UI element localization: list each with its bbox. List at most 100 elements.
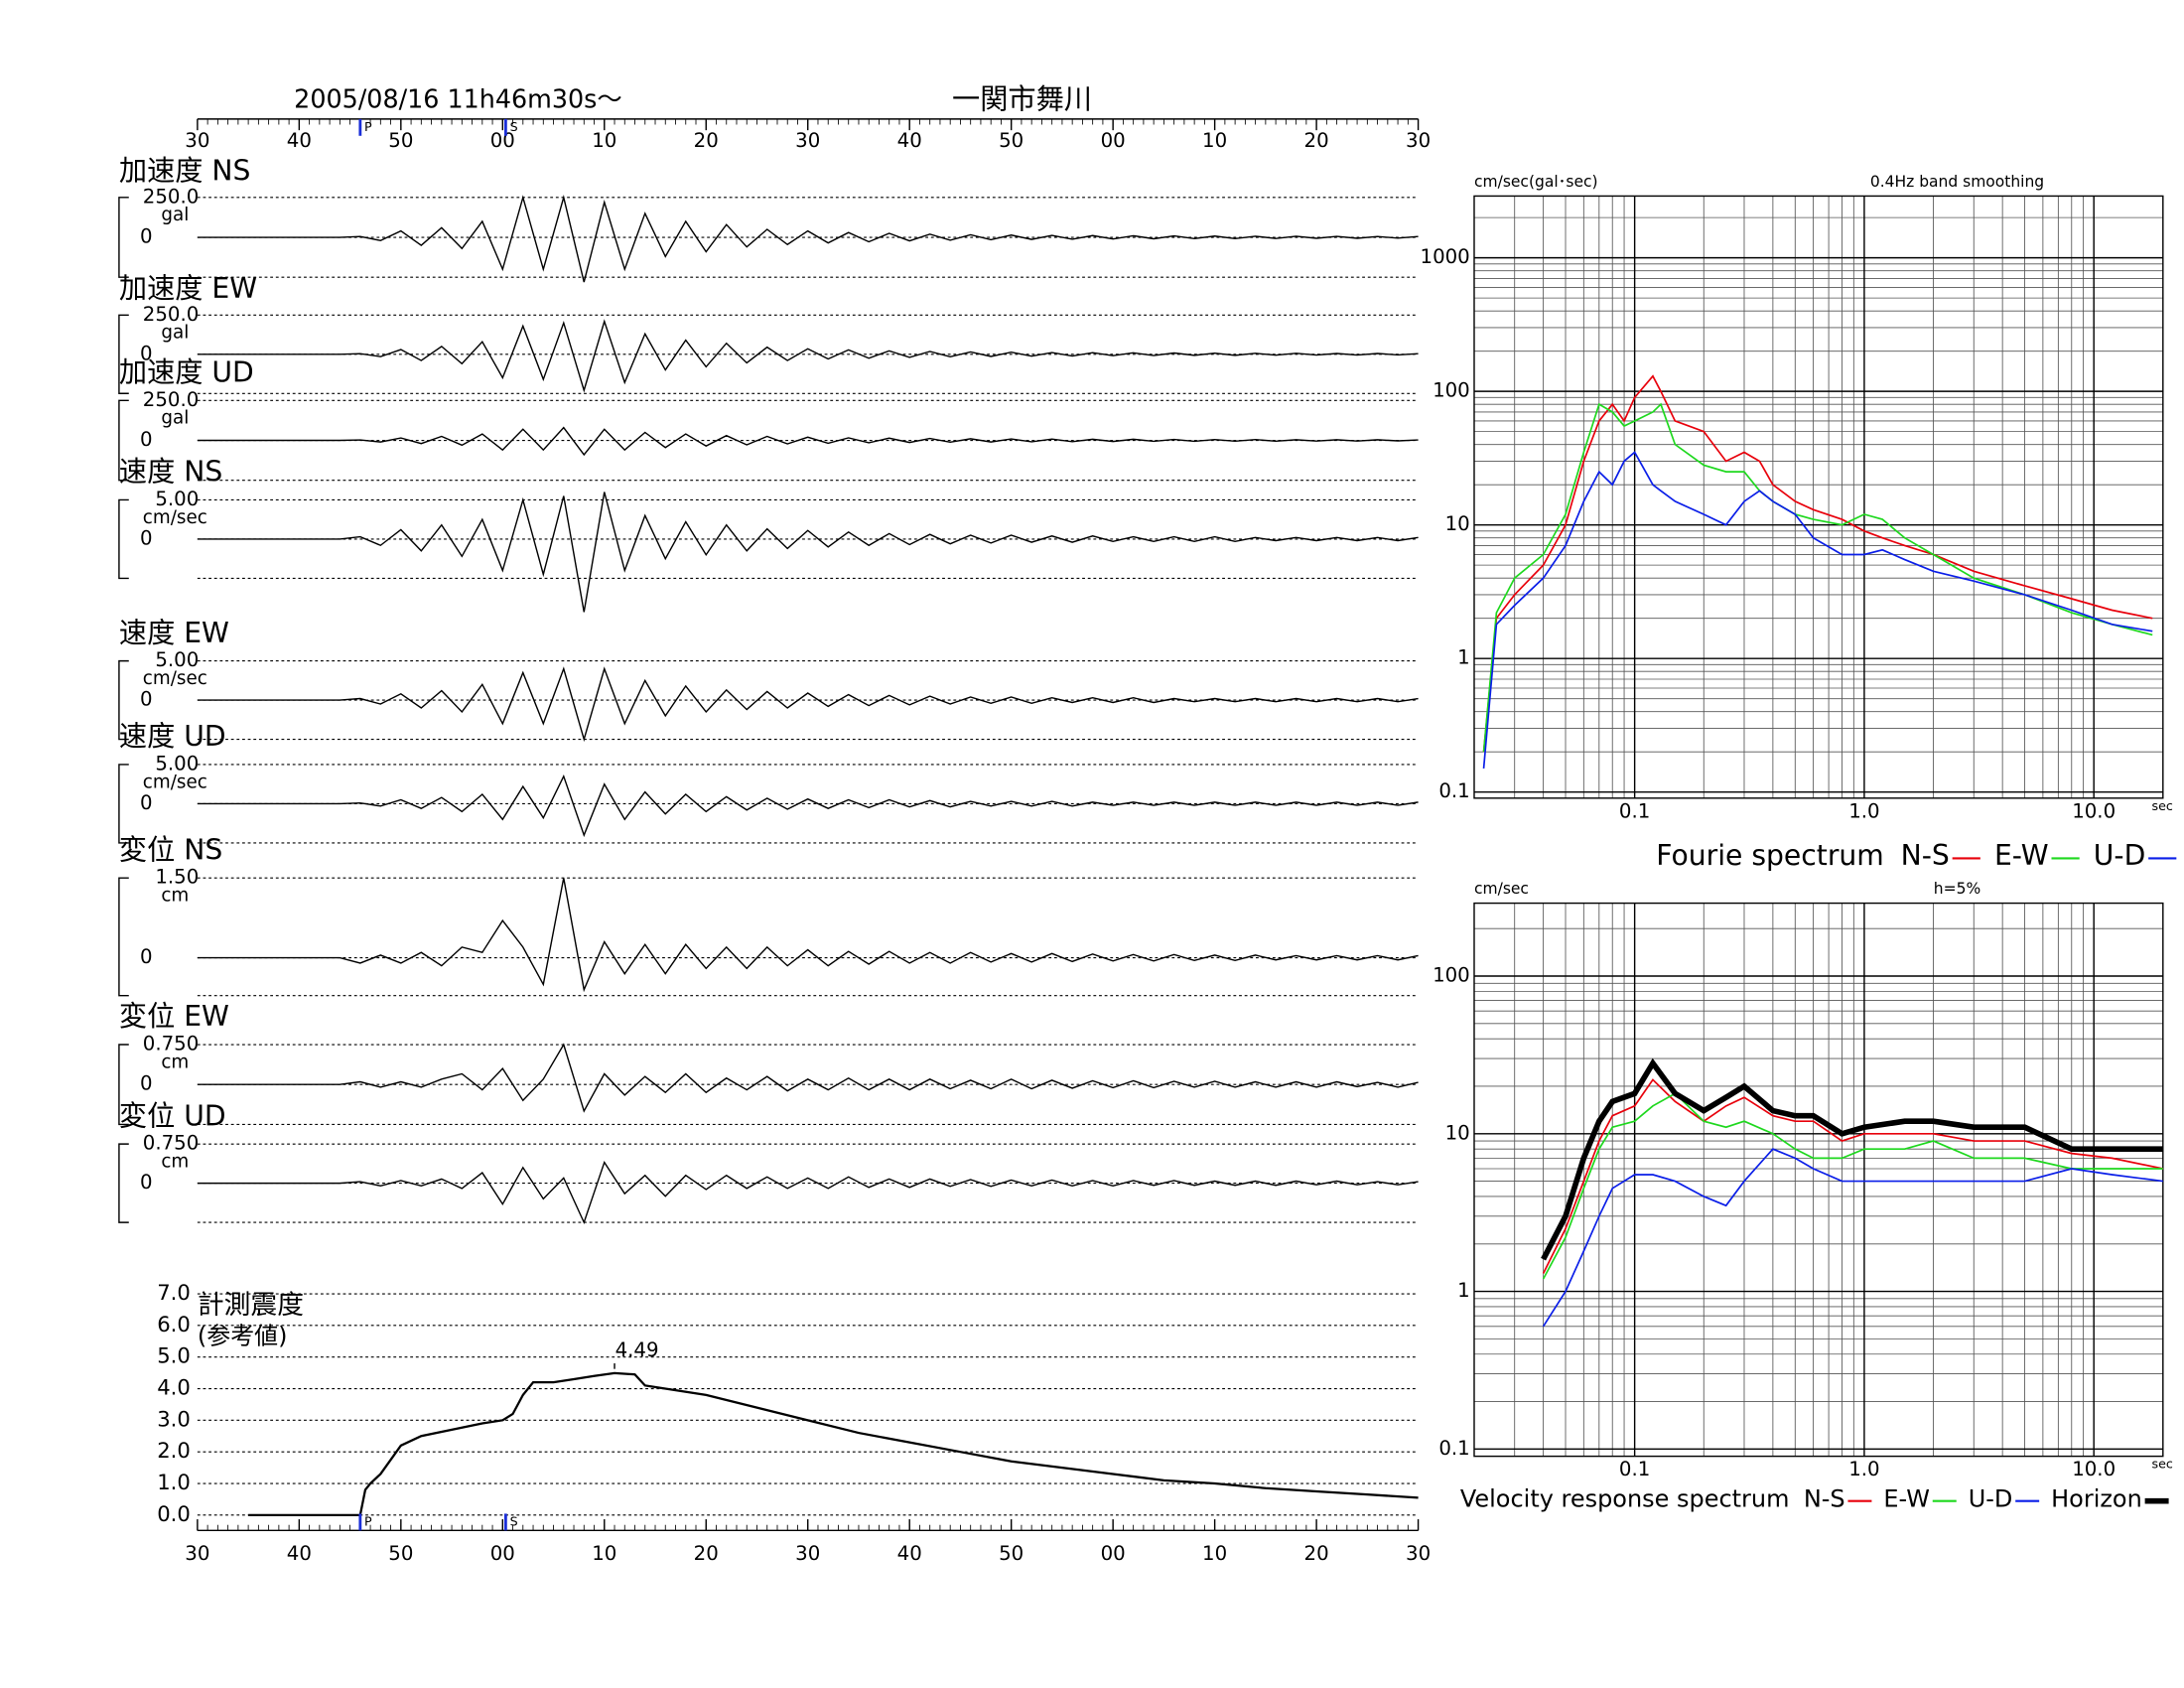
spectrum-line <box>1482 402 2153 753</box>
note: h=5% <box>1934 880 1980 898</box>
phase-label: S <box>510 1513 518 1528</box>
time-tick-label: 30 <box>1406 1542 1431 1565</box>
y-tick-label: 1.0 <box>157 1470 191 1494</box>
waveform <box>197 666 1419 743</box>
legend-label: U-D <box>2094 839 2146 872</box>
waveform <box>197 1043 1419 1113</box>
time-tick-label: 50 <box>388 1542 413 1565</box>
legend-label: Horizon <box>2051 1484 2142 1512</box>
unit-label: cm/sec <box>143 668 207 689</box>
trace-name: 加速度 NS <box>119 154 251 187</box>
panel-bracket <box>118 498 129 580</box>
intensity-curve <box>248 1371 1419 1516</box>
y-tick-label: 0 <box>140 428 153 451</box>
unit-label: gal <box>161 205 189 225</box>
y-tick-label: 100 <box>1433 964 1470 987</box>
panel-bracket <box>118 877 129 997</box>
phase-label: P <box>364 119 372 134</box>
plot-frame <box>1473 195 2164 799</box>
time-tick-label: 40 <box>287 1542 312 1565</box>
time-tick-label: 30 <box>185 129 209 152</box>
x-tick-label: 1.0 <box>1848 1458 1879 1480</box>
legend-label: N-S <box>1901 839 1950 872</box>
y-tick-label: 5.00 <box>155 752 199 774</box>
panel-bracket <box>118 314 129 394</box>
phase-label: S <box>510 119 518 134</box>
phase-label: P <box>364 1513 372 1528</box>
y-tick-label: 0 <box>140 1072 153 1095</box>
legend-label: E-W <box>1883 1484 1930 1512</box>
time-tick-label: 00 <box>1101 129 1126 152</box>
time-tick-label: 40 <box>897 129 922 152</box>
y-tick-label: 5.0 <box>157 1343 191 1368</box>
trace-name: 速度 UD <box>119 720 226 753</box>
y-tick-label: 100 <box>1433 379 1470 402</box>
y-tick-label: 6.0 <box>157 1312 191 1336</box>
waveform <box>197 319 1419 393</box>
spectrum-line <box>1541 1057 2163 1261</box>
time-tick-label: 00 <box>490 1542 515 1565</box>
waveform <box>197 195 1419 283</box>
y-tick-label: 5.00 <box>155 488 199 510</box>
time-tick-label: 50 <box>999 1542 1024 1565</box>
waveform <box>197 774 1419 838</box>
time-tick-label: 20 <box>694 1542 719 1565</box>
legend-title: Velocity response spectrum <box>1460 1484 1790 1512</box>
intensity-subtitle: (参考値) <box>198 1323 288 1350</box>
station-name: 一関市舞川 <box>952 83 1092 116</box>
panel-bracket <box>118 764 129 844</box>
waveform <box>197 1160 1419 1225</box>
time-tick-label: 20 <box>1304 1542 1329 1565</box>
panel-bracket <box>118 1044 129 1126</box>
trace-name: 速度 NS <box>119 456 222 489</box>
y-tick-label: 0 <box>140 225 153 248</box>
trace-name: 変位 NS <box>119 833 222 866</box>
peak-label: 4.49 <box>615 1338 659 1361</box>
y-tick-label: 0.750 <box>143 1132 199 1155</box>
panel-bracket <box>118 1143 129 1223</box>
unit-label: cm/sec <box>143 772 207 792</box>
spectrum-line <box>1542 1092 2163 1280</box>
trace-name: 変位 UD <box>119 1099 226 1132</box>
time-tick-label: 40 <box>287 129 312 152</box>
time-tick-label: 20 <box>1304 129 1329 152</box>
time-tick-label: 50 <box>999 129 1024 152</box>
y-tick-label: 5.00 <box>155 648 199 671</box>
y-tick-label: 7.0 <box>157 1280 191 1305</box>
spectrum-line <box>1482 374 2153 753</box>
x-tick-label: 10.0 <box>2072 799 2116 822</box>
time-tick-label: 30 <box>795 129 820 152</box>
y-tick-label: 1.50 <box>155 866 199 889</box>
panel-bracket <box>118 197 129 278</box>
y-tick-label: 0.750 <box>143 1033 199 1055</box>
y-tick-label: 0 <box>140 526 153 549</box>
time-tick-label: 30 <box>185 1542 209 1565</box>
y-tick-label: 4.0 <box>157 1375 191 1400</box>
x-unit: sec <box>2152 798 2173 813</box>
waveform <box>197 426 1419 457</box>
time-tick-label: 30 <box>1406 129 1431 152</box>
x-tick-label: 10.0 <box>2072 1458 2116 1480</box>
y-tick-label: 0 <box>140 945 153 968</box>
y-tick-label: 250.0 <box>143 388 199 411</box>
unit-label: gal <box>161 408 189 429</box>
y-unit: cm/sec(gal･sec) <box>1474 173 1598 191</box>
y-tick-label: 0 <box>140 688 153 711</box>
x-tick-label: 0.1 <box>1619 799 1650 822</box>
time-tick-label: 10 <box>1202 1542 1227 1565</box>
time-tick-label: 10 <box>592 1542 616 1565</box>
y-tick-label: 1 <box>1457 646 1470 669</box>
intensity-title: 計測震度 <box>198 1290 304 1321</box>
x-tick-label: 1.0 <box>1848 799 1879 822</box>
time-tick-label: 10 <box>1202 129 1227 152</box>
x-tick-label: 0.1 <box>1619 1458 1650 1480</box>
time-tick-label: 00 <box>1101 1542 1126 1565</box>
y-tick-label: 0.1 <box>1438 779 1469 802</box>
time-tick-label: 50 <box>388 129 413 152</box>
unit-label: cm/sec <box>143 507 207 528</box>
y-tick-label: 10 <box>1445 512 1470 535</box>
y-tick-label: 250.0 <box>143 185 199 208</box>
y-tick-label: 1 <box>1457 1279 1470 1302</box>
time-tick-label: 30 <box>795 1542 820 1565</box>
